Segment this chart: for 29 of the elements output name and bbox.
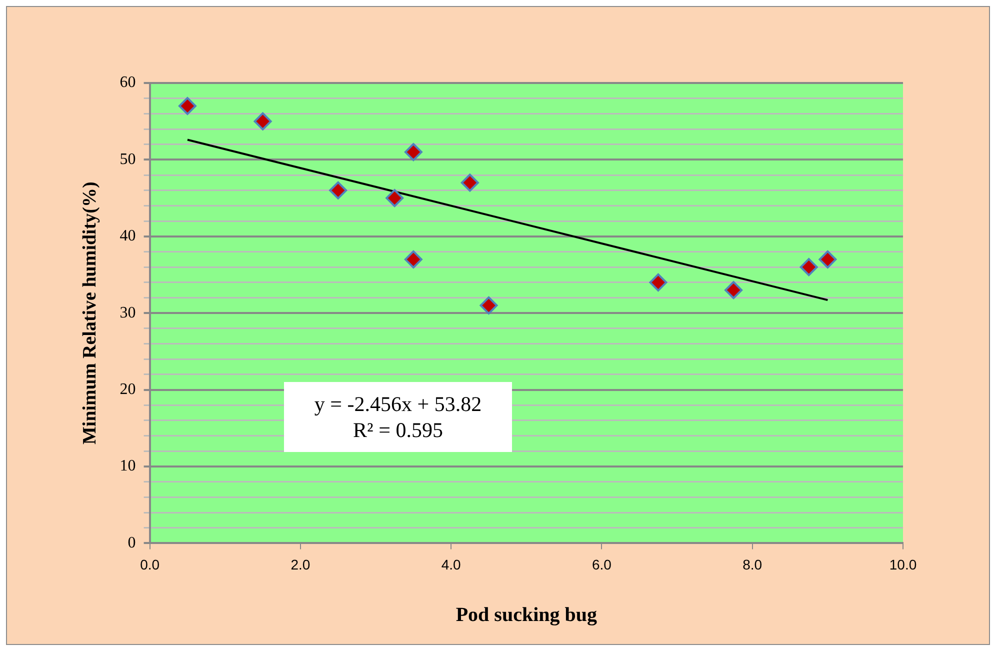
point — [404, 143, 422, 162]
y-tick-label: 40 — [120, 228, 136, 245]
annotation: R² = 0.595 — [352, 417, 444, 443]
point — [404, 250, 422, 268]
x-tick-label: 10.0 — [889, 556, 917, 572]
annotation: y = -2.456x + 53.82 — [313, 391, 483, 417]
x-tick-label: 0.0 — [140, 556, 160, 572]
point — [178, 97, 196, 116]
x-tick-label: 6.0 — [592, 556, 612, 572]
point — [649, 273, 668, 292]
x-axis-title: Pod sucking bug — [456, 604, 597, 626]
y-tick-label: 60 — [120, 74, 136, 92]
point — [724, 281, 743, 300]
y-tick-label: 20 — [120, 381, 136, 398]
point — [800, 258, 818, 276]
x-tick-label: 2.0 — [290, 556, 310, 572]
point — [386, 189, 404, 208]
y-axis-title: Minimum Relative humidity(%) — [79, 182, 100, 445]
y-tick-label: 10 — [120, 458, 136, 475]
point — [480, 296, 498, 314]
point — [460, 174, 479, 192]
point — [818, 250, 837, 268]
y-tick-label: 0 — [128, 534, 136, 552]
y-tick-label: 30 — [120, 304, 136, 322]
point — [329, 181, 348, 200]
point — [254, 112, 272, 130]
x-tick-label: 8.0 — [742, 556, 762, 572]
y-tick-label: 50 — [120, 150, 136, 168]
x-tick-label: 4.0 — [441, 556, 462, 572]
